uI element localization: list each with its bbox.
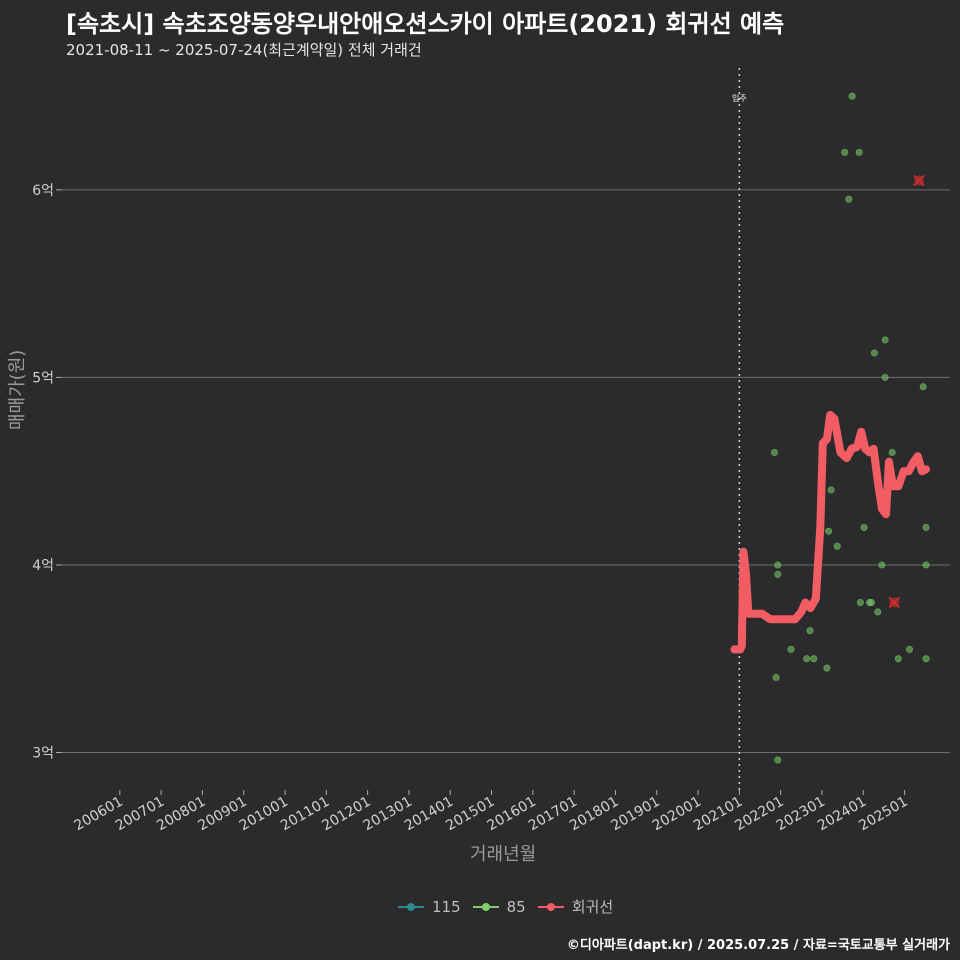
- data-point-85: [841, 148, 849, 156]
- extreme-marker-cross: [888, 596, 900, 609]
- extreme-marker: [913, 174, 925, 187]
- legend-label-115: 115: [432, 897, 461, 916]
- extreme-marker-cross: [913, 174, 925, 187]
- data-point-85: [888, 448, 896, 456]
- data-point-85: [870, 349, 878, 357]
- data-point-85: [922, 655, 930, 663]
- data-point-85: [845, 195, 853, 203]
- data-point-85: [772, 673, 780, 681]
- legend-item-regression[interactable]: 회귀선: [537, 896, 614, 917]
- y-tick-label: 4억: [32, 558, 54, 574]
- move-in-label: 입주: [732, 94, 747, 103]
- y-tick-label: 3억: [32, 745, 54, 761]
- data-point-85: [833, 542, 841, 550]
- y-tick-label: 5억: [32, 370, 54, 386]
- data-point-85: [919, 383, 927, 391]
- data-point-85: [922, 523, 930, 531]
- y-axis-label: 매매가(원): [7, 349, 28, 430]
- legend-key-regression: [537, 900, 564, 914]
- data-point-85: [774, 570, 782, 578]
- legend-key-85: [472, 900, 499, 914]
- data-point-85: [874, 608, 882, 616]
- data-point-85: [803, 655, 811, 663]
- legend-label-regression: 회귀선: [571, 898, 614, 916]
- extreme-marker: [888, 596, 900, 609]
- data-point-85: [860, 523, 868, 531]
- data-point-85: [787, 645, 795, 653]
- legend: 115 85 회귀선: [398, 896, 613, 917]
- footer-credit: ©디아파트(dapt.kr) / 2025.07.25 / 자료=국토교통부 실…: [566, 938, 950, 953]
- data-point-85: [855, 148, 863, 156]
- chart-subtitle: 2021-08-11 ~ 2025-07-24(최근계약일) 전체 거래건: [66, 41, 422, 59]
- data-point-85: [906, 645, 914, 653]
- data-point-85: [894, 655, 902, 663]
- data-point-85: [868, 598, 876, 606]
- regression-line: [730, 410, 930, 654]
- legend-item-115[interactable]: 115: [398, 898, 461, 916]
- data-point-85: [810, 655, 818, 663]
- legend-label-85: 85: [506, 897, 526, 916]
- data-point-85: [881, 336, 889, 344]
- data-point-85: [823, 664, 831, 672]
- legend-key-115: [398, 900, 424, 914]
- x-axis-label: 거래년월: [470, 844, 537, 865]
- y-tick-label: 6억: [32, 183, 54, 199]
- data-point-85: [774, 756, 782, 764]
- data-point-85: [825, 527, 833, 535]
- data-point-85: [774, 561, 782, 569]
- data-point-85: [848, 92, 856, 100]
- legend-item-85[interactable]: 85: [472, 897, 526, 916]
- data-point-85: [770, 448, 778, 456]
- data-point-85: [881, 373, 889, 381]
- data-point-85: [856, 598, 864, 606]
- data-point-85: [878, 561, 886, 569]
- data-point-85: [806, 627, 814, 635]
- data-point-85: [922, 561, 930, 569]
- chart-title: [속초시] 속초조양동양우내안애오션스카이 아파트(2021) 회귀선 예측: [66, 10, 785, 38]
- data-point-85: [827, 486, 835, 494]
